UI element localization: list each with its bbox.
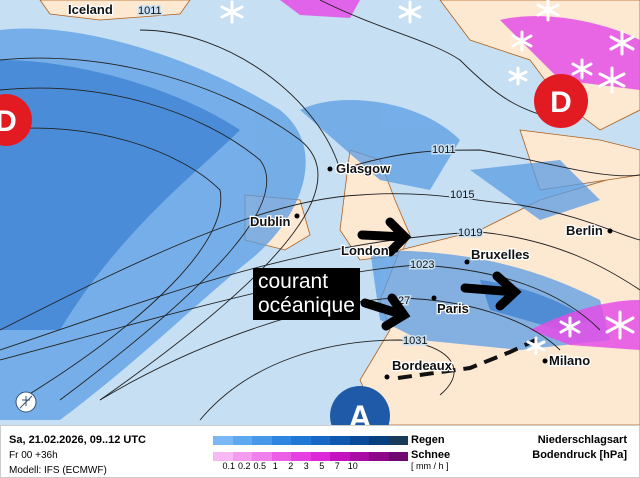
tick: 5 bbox=[319, 461, 325, 471]
legend-title-type: Niederschlagsart bbox=[537, 434, 627, 446]
city-label-london: London bbox=[341, 243, 389, 258]
isobars bbox=[0, 0, 640, 421]
color-swatch bbox=[232, 452, 252, 461]
color-swatch bbox=[252, 436, 272, 445]
color-swatch bbox=[291, 436, 311, 445]
color-swatch bbox=[349, 436, 369, 445]
tick: 2 bbox=[288, 461, 294, 471]
color-swatch bbox=[232, 436, 252, 445]
color-swatch bbox=[310, 436, 330, 445]
city-label-berlin: Berlin bbox=[566, 223, 603, 238]
color-swatch bbox=[388, 436, 408, 445]
annotation-line: courant bbox=[258, 270, 329, 293]
svg-text:D: D bbox=[550, 86, 572, 119]
low-pressure-marker: D bbox=[534, 74, 588, 128]
color-swatch bbox=[388, 452, 408, 461]
snowflake-icons bbox=[220, 0, 635, 356]
snow-label: Schnee bbox=[411, 449, 451, 461]
compass-icon[interactable] bbox=[15, 391, 37, 413]
tick: 7 bbox=[334, 461, 340, 471]
wind-arrows bbox=[357, 217, 522, 331]
isobar-label: 1011 bbox=[138, 5, 162, 17]
color-swatch bbox=[271, 452, 291, 461]
isobar-label: 1023 bbox=[410, 259, 434, 271]
snow-area bbox=[280, 0, 640, 350]
svg-text:A: A bbox=[348, 399, 371, 425]
color-swatch bbox=[213, 436, 233, 445]
tick: 3 bbox=[303, 461, 309, 471]
annotation-box: courant océanique bbox=[253, 268, 360, 320]
tick: 0.2 bbox=[237, 461, 251, 471]
low-pressure-marker: D bbox=[0, 94, 32, 146]
annotation-line: océanique bbox=[258, 294, 355, 317]
region-label-iceland: Iceland bbox=[68, 2, 113, 17]
city-label-glasgow: Glasgow bbox=[336, 161, 391, 176]
model-info: Modell: IFS (ECMWF) bbox=[9, 465, 107, 476]
svg-text:D: D bbox=[0, 105, 17, 138]
legend-title-pressure: Bodendruck [hPa] bbox=[532, 449, 627, 461]
isobar-label: 1011 bbox=[432, 144, 456, 156]
color-swatch bbox=[252, 452, 272, 461]
rain-label: Regen bbox=[411, 434, 445, 446]
color-swatch bbox=[330, 436, 350, 445]
city-label-paris: Paris bbox=[437, 301, 469, 316]
color-swatch bbox=[213, 452, 233, 461]
snow-line bbox=[397, 336, 541, 380]
unit-label: [ mm / h ] bbox=[411, 461, 449, 471]
snow-color-scale bbox=[213, 452, 408, 461]
run-info: Fr 00 +36h bbox=[9, 450, 58, 461]
city-label-milano: Milano bbox=[549, 353, 590, 368]
color-swatch bbox=[330, 452, 350, 461]
color-swatch bbox=[291, 452, 311, 461]
tick: 1 bbox=[272, 461, 278, 471]
color-swatch bbox=[271, 436, 291, 445]
color-swatch bbox=[369, 436, 389, 445]
scale-ticks: 0.1 0.2 0.5 1 2 3 5 7 10 bbox=[222, 461, 363, 471]
rain-color-scale bbox=[213, 436, 408, 445]
tick: 0.1 bbox=[222, 461, 235, 471]
color-swatch bbox=[369, 452, 389, 461]
city-label-bordeaux: Bordeaux bbox=[392, 358, 453, 373]
weather-map: 1011 1011 1015 1019 1023 27 1031 Iceland… bbox=[0, 0, 640, 425]
isobar-label: 1031 bbox=[403, 335, 427, 347]
city-label-dublin: Dublin bbox=[250, 214, 290, 229]
valid-time: Sa, 21.02.2026, 09..12 UTC bbox=[9, 434, 146, 446]
isobar-label: 1019 bbox=[458, 227, 482, 239]
color-swatch bbox=[349, 452, 369, 461]
tick: 0.5 bbox=[253, 461, 266, 471]
city-markers bbox=[294, 166, 613, 380]
high-pressure-marker: A bbox=[330, 386, 390, 425]
legend-footer: Sa, 21.02.2026, 09..12 UTC Fr 00 +36h Mo… bbox=[0, 425, 640, 478]
tick: 10 bbox=[347, 461, 358, 471]
isobar-label: 1015 bbox=[450, 189, 474, 201]
city-label-bruxelles: Bruxelles bbox=[471, 247, 530, 262]
color-swatch bbox=[310, 452, 330, 461]
